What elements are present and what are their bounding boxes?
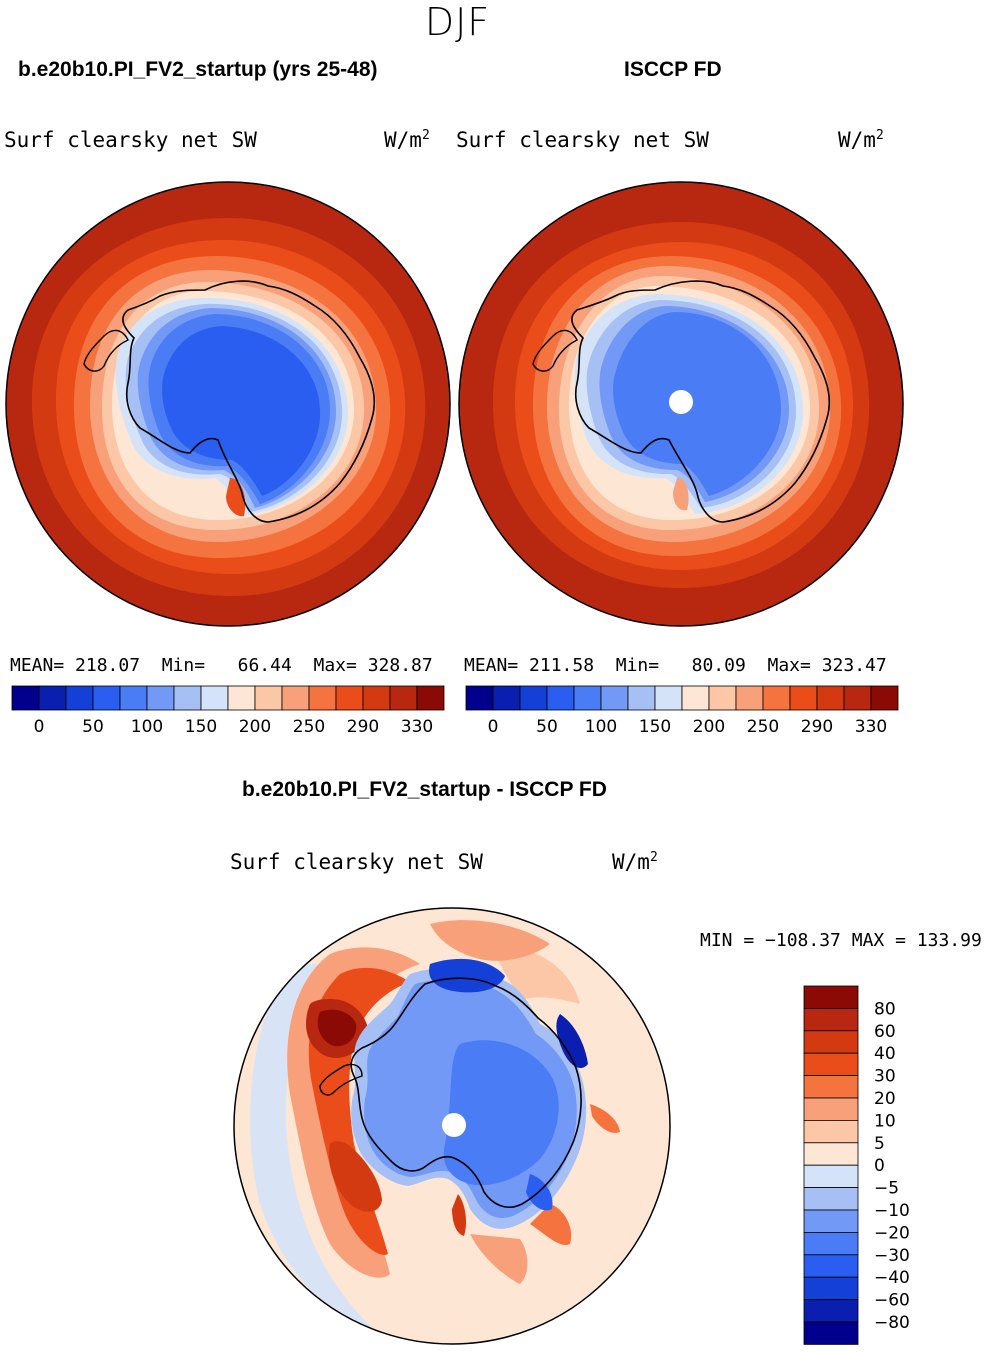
- panel2-colorbar-swatch: [600, 685, 629, 711]
- diff-colorbar-swatch: [803, 1030, 859, 1054]
- diff-colorbar-swatch: [803, 1075, 859, 1099]
- panel2-colorbar-swatch: [762, 685, 791, 711]
- panel1-colorbar-tick-label: 200: [239, 717, 271, 737]
- panel1-colorbar-swatch: [119, 685, 148, 711]
- panel1-colorbar-swatch: [308, 685, 337, 711]
- panel2-colorbar-tick-label: 250: [747, 717, 779, 737]
- panel2-units-label: W/m2: [838, 128, 884, 152]
- panel2-colorbar-tick-label: 200: [693, 717, 725, 737]
- diff-colorbar-swatch: [803, 1209, 859, 1233]
- panel1-colorbar-swatch: [11, 685, 40, 711]
- panel1-colorbar-swatch: [281, 685, 310, 711]
- panel1-colorbar-tick-label: 290: [347, 717, 379, 737]
- panel2-colorbar-swatch: [465, 685, 494, 711]
- diff-colorbar-tick-label: 80: [874, 999, 896, 1019]
- panel1-colorbar-swatch: [38, 685, 67, 711]
- diff-case-title: b.e20b10.PI_FV2_startup - ISCCP FD: [242, 778, 607, 801]
- panel1-colorbar: 0 50 100 150 200 250 290 330: [11, 685, 445, 737]
- panel1-polar-map: [5, 181, 451, 627]
- diff-colorbar-swatch: [803, 1052, 859, 1076]
- panel2-colorbar-swatch: [492, 685, 521, 711]
- diff-colorbar-swatch: [803, 1254, 859, 1278]
- panel2-colorbar-swatch: [681, 685, 710, 711]
- panel1-variable-label: Surf clearsky net SW: [4, 128, 257, 152]
- panel2-colorbar-tick-label: 330: [855, 717, 887, 737]
- panel1-colorbar-tick-label: 50: [82, 717, 104, 737]
- panel2-colorbar-tick-label: 50: [536, 717, 558, 737]
- panel1-colorbar-swatch: [227, 685, 256, 711]
- panel2-colorbar-swatch: [546, 685, 575, 711]
- diff-colorbar-swatch: [803, 1299, 859, 1323]
- panel1-colorbar-swatch: [200, 685, 229, 711]
- diff-colorbar-swatch: [803, 1119, 859, 1144]
- panel2-polar-map: [458, 181, 904, 627]
- panel2-colorbar-tick-label: 0: [488, 717, 499, 737]
- panel2-colorbar-swatch: [816, 685, 845, 711]
- panel1-colorbar-swatch: [416, 685, 445, 711]
- panel2-colorbar-swatch: [843, 685, 872, 711]
- panel1-colorbar-swatch: [92, 685, 121, 711]
- panel1-colorbar-tick-label: 100: [131, 717, 163, 737]
- diff-colorbar-tick-label: 40: [874, 1044, 896, 1064]
- panel2-variable-label: Surf clearsky net SW: [456, 128, 709, 152]
- diff-variable-label: Surf clearsky net SW: [230, 850, 483, 874]
- diff-colorbar-tick-label: 0: [874, 1156, 885, 1176]
- panel1-colorbar-swatch: [173, 685, 202, 711]
- panel2-colorbar-swatch: [789, 685, 818, 711]
- panel2-colorbar-tick-label: 100: [585, 717, 617, 737]
- panel1-case-title: b.e20b10.PI_FV2_startup (yrs 25-48): [18, 58, 378, 81]
- diff-colorbar-tick-label: 10: [874, 1111, 896, 1131]
- diff-colorbar-tick-label: −5: [874, 1179, 899, 1199]
- panel1-colorbar-swatch: [389, 685, 418, 711]
- diff-min-max: MIN = −108.37 MAX = 133.99: [700, 930, 982, 951]
- diff-colorbar-swatch: [803, 1321, 859, 1345]
- panel2-colorbar-swatch: [573, 685, 602, 711]
- season-title: DJF: [424, 0, 491, 44]
- panel1-units-label: W/m2: [384, 128, 430, 152]
- diff-colorbar-swatch: [803, 1164, 859, 1188]
- panel1-colorbar-swatch: [335, 685, 364, 711]
- diff-colorbar-tick-label: 5: [874, 1134, 885, 1154]
- panel2-colorbar: 0 50 100 150 200 250 290 330: [465, 685, 899, 737]
- panel2-colorbar-tick-label: 150: [639, 717, 671, 737]
- diff-colorbar-swatch: [803, 1007, 859, 1032]
- diff-colorbar-swatch: [803, 1142, 859, 1166]
- panel1-colorbar-tick-label: 150: [185, 717, 217, 737]
- panel2-colorbar-swatch: [870, 685, 899, 711]
- panel1-colorbar-tick-label: 250: [293, 717, 325, 737]
- panel2-stats: MEAN= 211.58 Min= 80.09 Max= 323.47: [464, 655, 887, 676]
- diff-colorbar-tick-label: −20: [874, 1223, 910, 1243]
- diff-colorbar-tick-label: 20: [874, 1089, 896, 1109]
- panel2-colorbar-swatch: [519, 685, 548, 711]
- panel1-colorbar-swatch: [65, 685, 94, 711]
- diff-colorbar-tick-label: −40: [874, 1268, 910, 1288]
- diff-colorbar-tick-label: 30: [874, 1067, 896, 1087]
- panel1-colorbar-swatch: [362, 685, 391, 711]
- panel1-colorbar-swatch: [254, 685, 283, 711]
- diff-colorbar-swatch: [803, 1231, 859, 1256]
- panel2-colorbar-swatch: [654, 685, 683, 711]
- diff-colorbar-tick-label: −10: [874, 1201, 910, 1221]
- panel2-colorbar-tick-label: 290: [801, 717, 833, 737]
- diff-polar-map: [233, 907, 671, 1345]
- diff-units-label: W/m2: [612, 850, 658, 874]
- diff-colorbar-swatch: [803, 985, 859, 1009]
- diff-colorbar-tick-label: −80: [874, 1313, 910, 1333]
- diff-colorbar-tick-label: −60: [874, 1291, 910, 1311]
- panel2-colorbar-swatch: [735, 685, 764, 711]
- panel1-colorbar-tick-label: 330: [401, 717, 433, 737]
- diff-colorbar-swatch: [803, 1097, 859, 1121]
- diff-colorbar-swatch: [803, 1276, 859, 1301]
- horizontal-colorbars: 0 50 100 150 200 250 290 330 0 50 100 150 200 250 290…: [11, 685, 899, 737]
- diff-colorbar-swatch: [803, 1187, 859, 1211]
- diff-colorbar-tick-label: 60: [874, 1022, 896, 1042]
- panel1-stats: MEAN= 218.07 Min= 66.44 Max= 328.87: [10, 655, 433, 676]
- panel1-colorbar-tick-label: 0: [34, 717, 45, 737]
- diff-colorbar-tick-label: −30: [874, 1246, 910, 1266]
- panel1-colorbar-swatch: [146, 685, 175, 711]
- panel2-case-title: ISCCP FD: [624, 58, 722, 81]
- panel2-colorbar-swatch: [627, 685, 656, 711]
- panel2-colorbar-swatch: [708, 685, 737, 711]
